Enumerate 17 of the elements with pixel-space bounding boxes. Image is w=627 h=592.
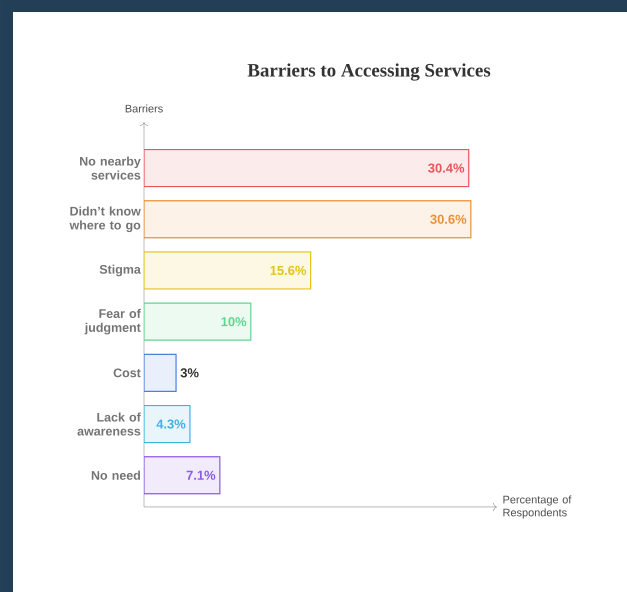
data-label: 3%	[180, 368, 199, 378]
chart-title: Barriers to Accessing Services	[248, 63, 490, 81]
data-label: 30.4%	[428, 163, 464, 173]
data-label: 10%	[222, 317, 246, 326]
y-tick-label: No need	[92, 470, 140, 480]
y-tick-label: Lack of awareness	[77, 412, 141, 436]
x-axis-title: Percentage of Respondents	[503, 495, 572, 519]
data-label: 4.3%	[156, 419, 186, 429]
y-tick-label: No nearby services	[80, 156, 141, 180]
data-label: 15.6%	[270, 266, 306, 276]
data-label: 30.6%	[430, 214, 466, 224]
y-tick-label: Fear of judgment	[84, 308, 141, 334]
y-tick-label: Didn’t know where to go	[70, 206, 141, 232]
y-axis-title: Barriers	[126, 104, 163, 112]
data-label: 7.1%	[186, 470, 216, 480]
y-tick-label: Stigma	[100, 264, 141, 276]
y-tick-label: Cost	[114, 368, 141, 378]
